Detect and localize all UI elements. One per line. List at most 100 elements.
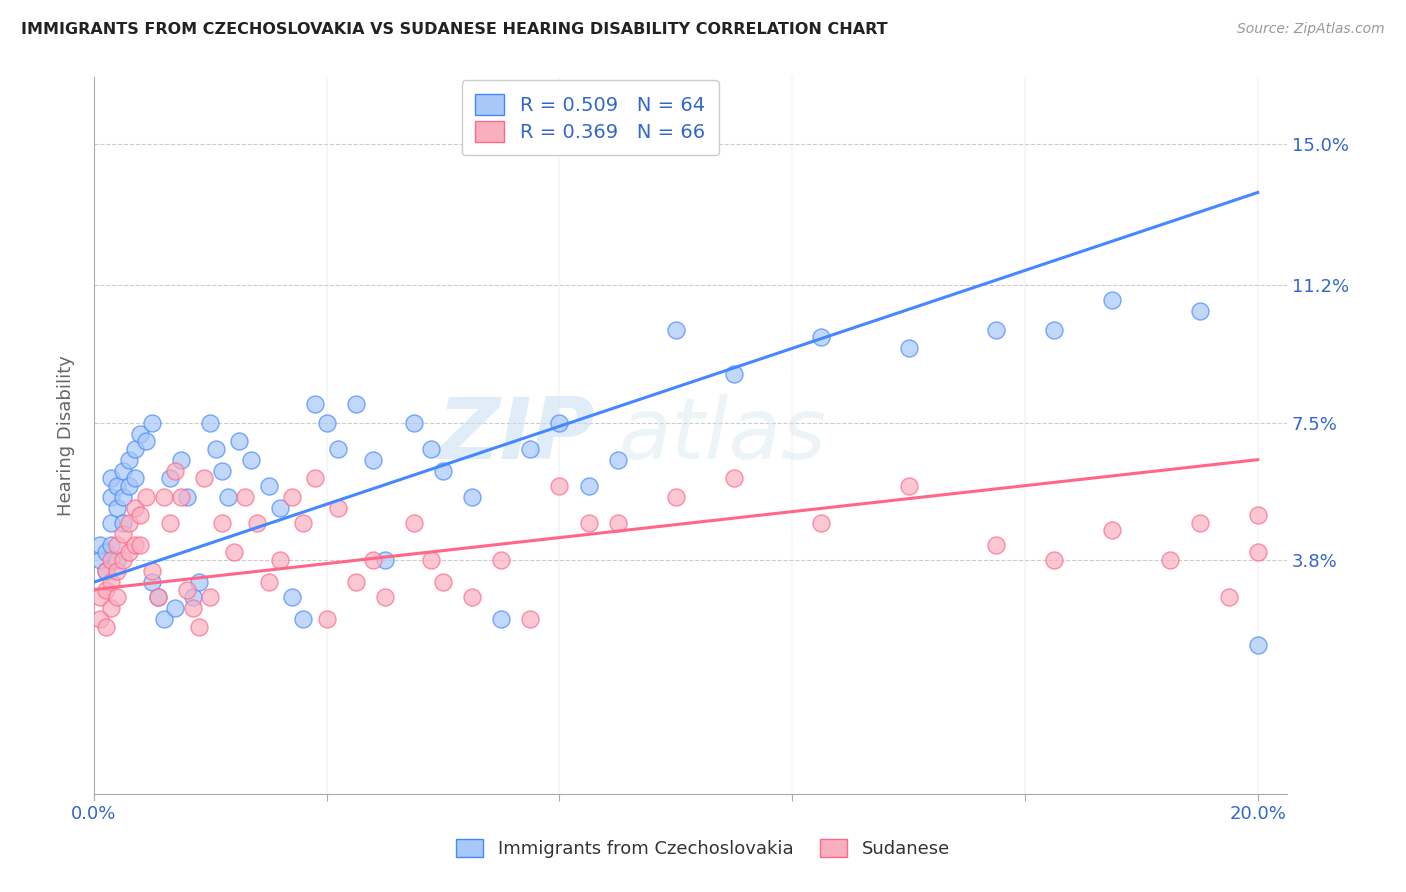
Point (94, 620, 117, 634)
Point (240, 452, 263, 467)
Point (1247, 545, 1270, 559)
Point (897, 478, 920, 492)
Point (1218, 590, 1240, 604)
Point (432, 575, 454, 590)
Point (491, 612, 513, 626)
Point (135, 490, 157, 504)
Point (112, 516, 135, 530)
Point (105, 564, 128, 578)
Point (984, 538, 1007, 552)
Point (281, 590, 304, 604)
Point (89, 553, 111, 567)
Point (181, 590, 204, 604)
Point (606, 452, 628, 467)
Point (211, 464, 233, 478)
Point (159, 516, 181, 530)
Point (374, 590, 396, 604)
Point (723, 368, 745, 382)
Point (420, 442, 443, 456)
Point (257, 575, 280, 590)
Point (118, 516, 141, 530)
Point (124, 538, 146, 552)
Point (105, 553, 128, 567)
Point (461, 490, 484, 504)
Point (118, 545, 141, 559)
Point (402, 516, 425, 530)
Point (100, 601, 122, 615)
Point (100, 538, 122, 552)
Point (165, 464, 187, 478)
Point (281, 490, 304, 504)
Point (112, 490, 135, 504)
Point (135, 434, 157, 449)
Point (141, 575, 163, 590)
Point (269, 553, 291, 567)
Point (187, 620, 209, 634)
Point (246, 516, 269, 530)
Point (89, 590, 111, 604)
Point (217, 490, 239, 504)
Legend: R = 0.509   N = 64, R = 0.369   N = 66: R = 0.509 N = 64, R = 0.369 N = 66 (461, 80, 718, 155)
Point (100, 490, 122, 504)
Point (112, 553, 135, 567)
Point (1043, 553, 1066, 567)
Point (269, 500, 291, 515)
Point (519, 612, 541, 626)
Point (146, 590, 169, 604)
Point (100, 516, 122, 530)
Point (159, 471, 181, 485)
Point (152, 612, 174, 626)
Point (984, 323, 1007, 337)
Point (361, 553, 384, 567)
Point (112, 464, 135, 478)
Y-axis label: Hearing Disability: Hearing Disability (58, 355, 75, 516)
Point (315, 612, 337, 626)
Point (100, 553, 122, 567)
Point (304, 397, 326, 411)
Point (1247, 508, 1270, 523)
Point (112, 527, 135, 541)
Point (606, 516, 628, 530)
Point (165, 601, 187, 615)
Point (1043, 323, 1066, 337)
Point (129, 538, 152, 552)
Point (89, 538, 111, 552)
Point (205, 442, 228, 456)
Point (94, 545, 117, 559)
Point (141, 564, 163, 578)
Point (374, 553, 396, 567)
Text: IMMIGRANTS FROM CZECHOSLOVAKIA VS SUDANESE HEARING DISABILITY CORRELATION CHART: IMMIGRANTS FROM CZECHOSLOVAKIA VS SUDANE… (21, 22, 887, 37)
Point (461, 590, 484, 604)
Point (129, 426, 152, 441)
Point (328, 442, 350, 456)
Point (361, 452, 384, 467)
Point (292, 516, 315, 530)
Point (257, 478, 280, 492)
Point (233, 490, 256, 504)
Point (200, 590, 222, 604)
Point (315, 416, 337, 430)
Point (1101, 523, 1123, 537)
Point (141, 416, 163, 430)
Point (94, 564, 117, 578)
Point (118, 452, 141, 467)
Point (105, 590, 128, 604)
Point (89, 612, 111, 626)
Text: Source: ZipAtlas.com: Source: ZipAtlas.com (1237, 22, 1385, 37)
Point (548, 478, 571, 492)
Text: ZIP: ZIP (437, 394, 595, 477)
Point (897, 342, 920, 356)
Point (170, 452, 193, 467)
Point (810, 516, 832, 530)
Point (228, 434, 250, 449)
Point (146, 590, 169, 604)
Point (105, 478, 128, 492)
Point (129, 508, 152, 523)
Point (491, 553, 513, 567)
Point (344, 575, 367, 590)
Point (181, 601, 204, 615)
Point (420, 553, 443, 567)
Legend: Immigrants from Czechoslovakia, Sudanese: Immigrants from Czechoslovakia, Sudanese (447, 830, 959, 867)
Point (344, 397, 367, 411)
Point (328, 500, 350, 515)
